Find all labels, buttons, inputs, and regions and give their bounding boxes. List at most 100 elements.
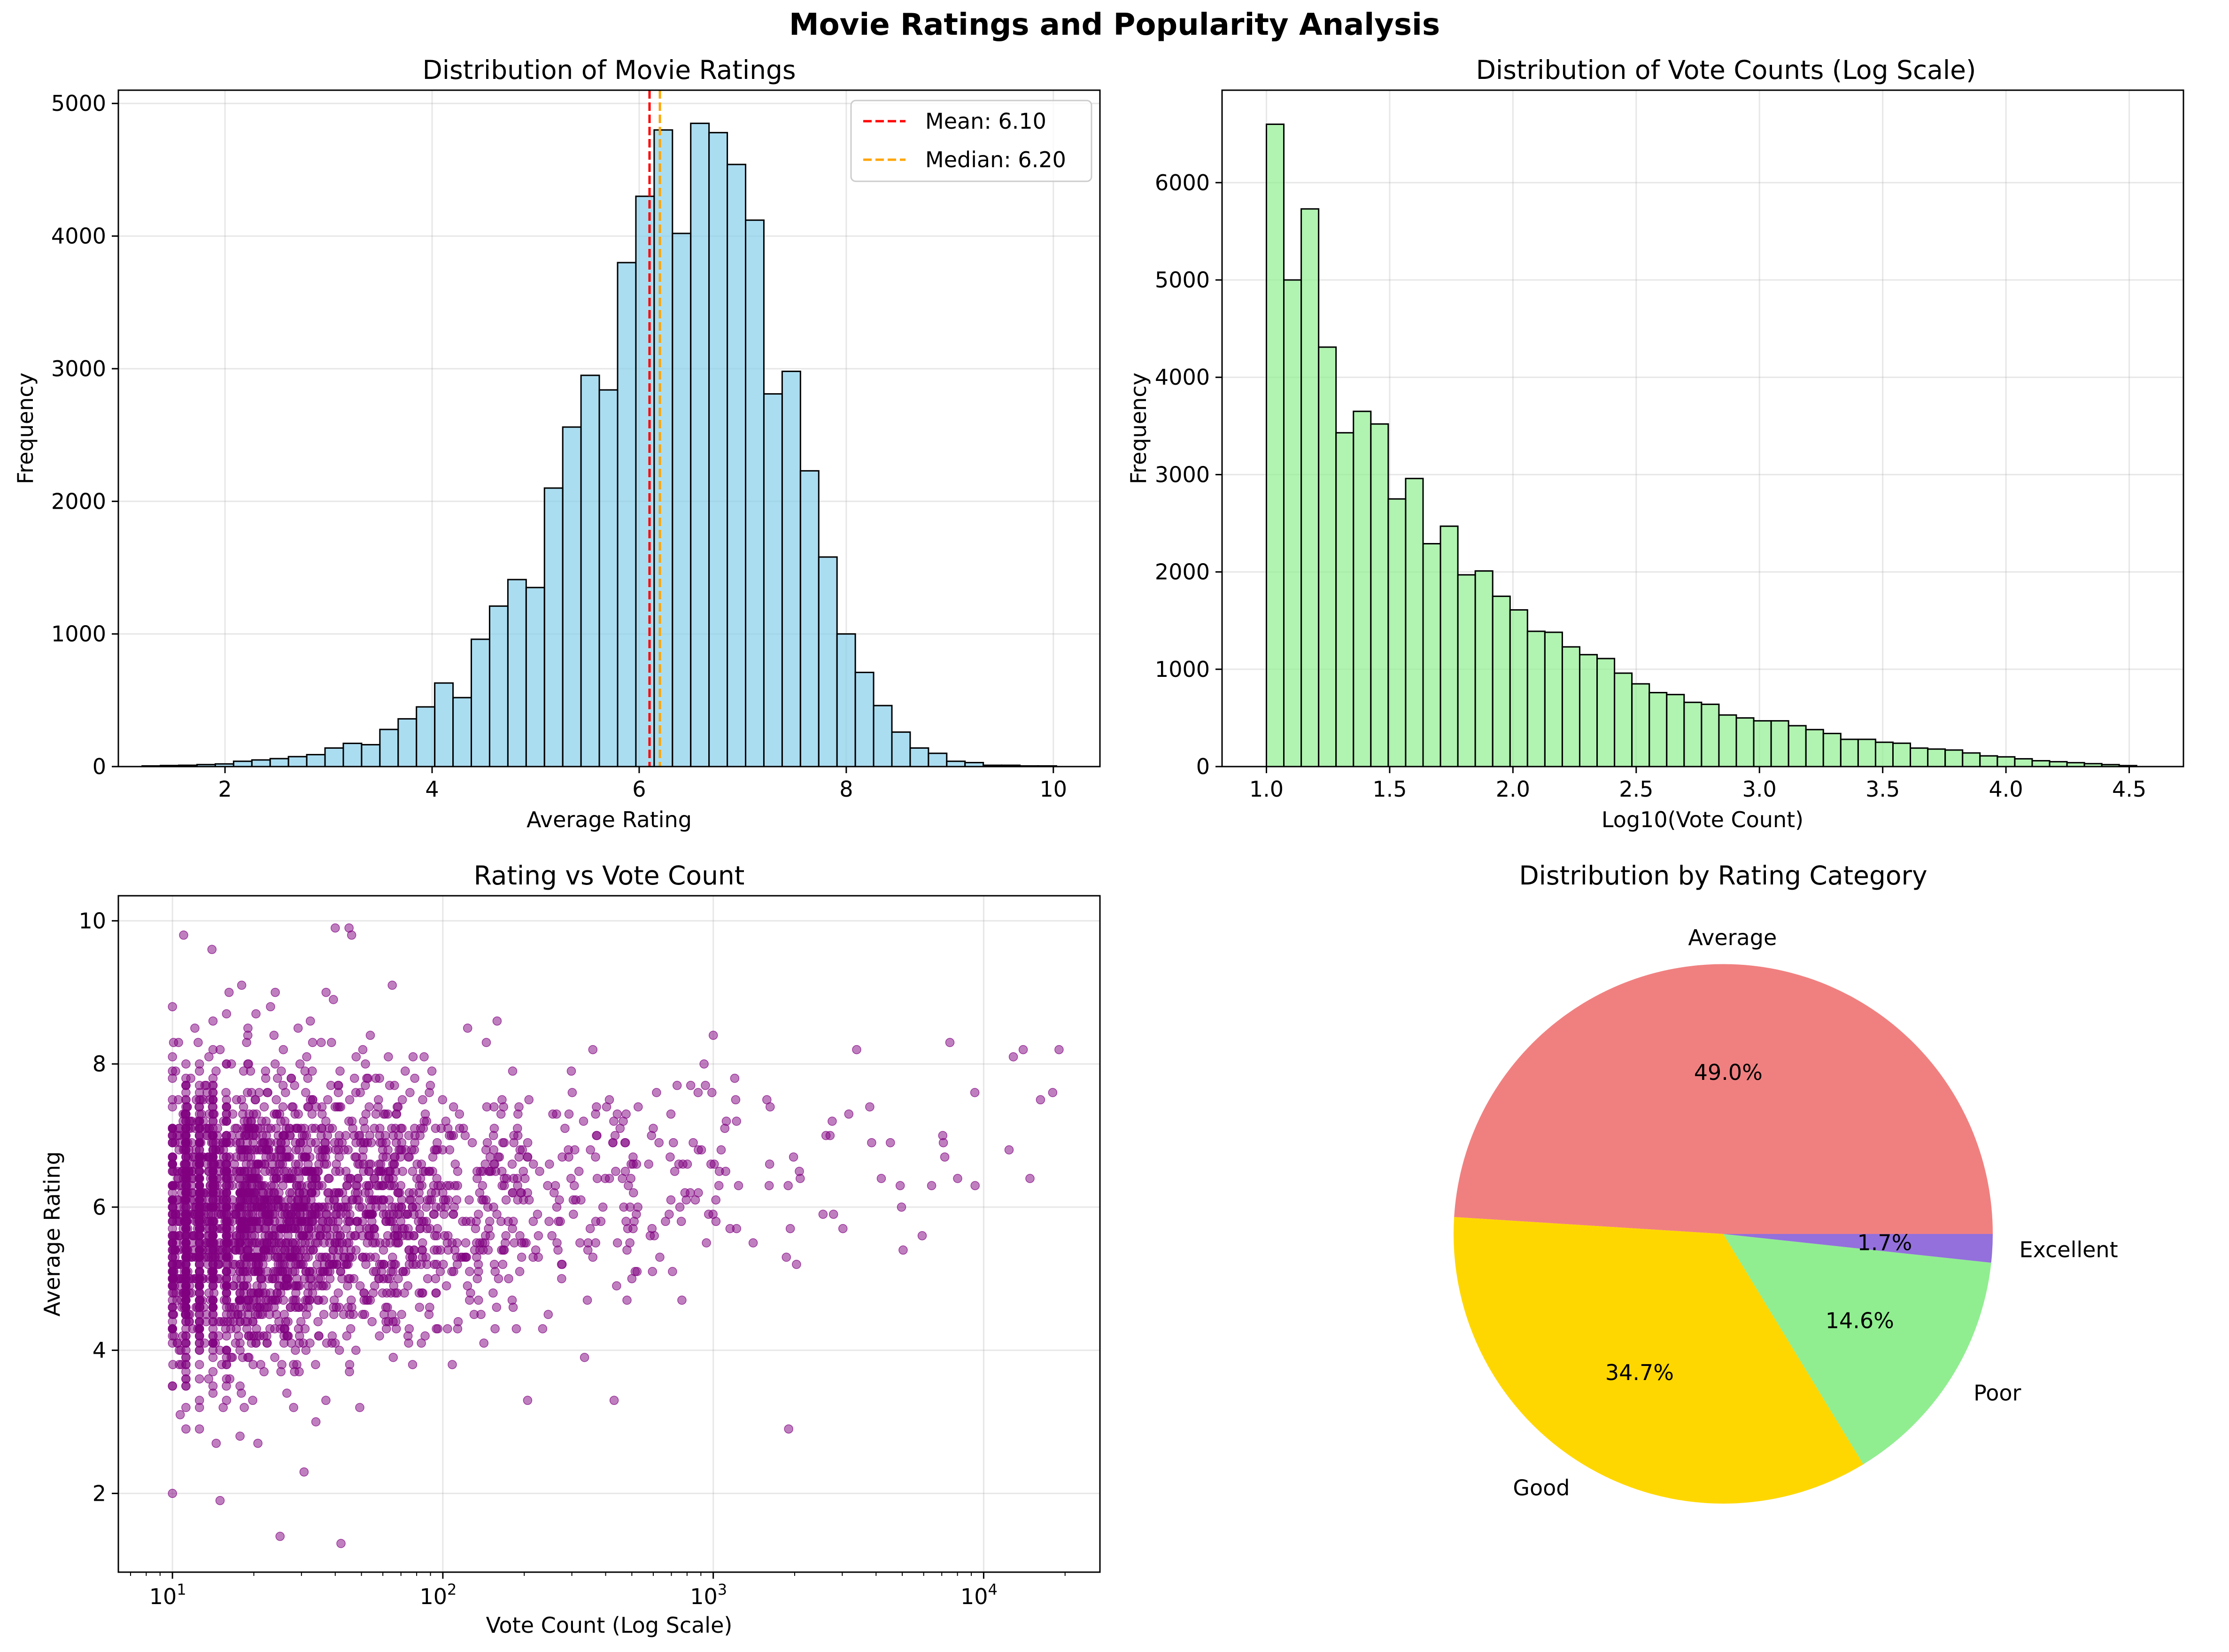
histogram-bar [1840,738,1859,768]
scatter-point [240,1403,249,1412]
scatter-point [235,1288,245,1298]
scatter-point [699,1059,709,1069]
scatter-point [711,1195,720,1205]
scatter-point [475,1238,485,1248]
scatter-point [509,1217,518,1226]
scatter-point [666,1109,676,1119]
scatter-point [428,1166,437,1176]
scatter-point [483,1202,493,1212]
scatter-point [230,1303,240,1312]
scatter-point [168,1324,177,1334]
scatter-point [404,1338,413,1348]
scatter-point [175,1260,185,1269]
scatter-point [316,1152,325,1162]
scatter-point [208,1188,218,1198]
scatter-point [194,1281,204,1291]
scatter-point [181,1403,191,1412]
scatter-point [384,1195,394,1205]
scatter-point [381,1217,391,1226]
scatter-point [171,1210,180,1219]
scatter-point [676,1217,686,1226]
votes-histogram-ylabel: Frequency [1126,372,1151,484]
scatter-point [649,1124,658,1133]
scatter-point [576,1195,586,1205]
scatter-axes-frame [117,895,1101,1573]
scatter-point [672,1081,682,1090]
scatter-point [523,1396,533,1405]
rating-histogram-xlabel: Average Rating [526,807,692,832]
scatter-point [970,1088,980,1097]
rating-histogram-title: Distribution of Movie Ratings [422,55,796,85]
scatter-point [476,1166,485,1176]
scatter-point [764,1181,774,1190]
scatter-point [1018,1045,1028,1055]
scatter-point [235,1317,245,1326]
scatter-point [716,1145,726,1155]
scatter-point [224,987,234,997]
scatter-point [257,1202,266,1212]
histogram-bar [1753,720,1772,768]
scatter-point [310,1202,320,1212]
scatter-point [180,1210,190,1219]
scatter-point [498,1260,508,1269]
scatter-point [449,1102,458,1112]
scatter-point [277,1360,286,1369]
scatter-point [335,1166,345,1176]
scatter-point [410,1145,419,1155]
scatter-point [359,1117,368,1126]
scatter-point [330,1102,340,1112]
scatter-point [927,1181,936,1190]
scatter-point [222,1353,232,1362]
histogram-bar [434,682,454,768]
scatter-point [441,1281,451,1291]
pie-category-label: Good [1513,1475,1570,1500]
scatter-point [785,1224,795,1233]
histogram-bar [781,371,801,768]
x-tick-label: 103 [690,1581,727,1609]
scatter-point [520,1174,530,1183]
scatter-point [305,1152,315,1162]
scatter-point [243,1024,253,1033]
histogram-bar [1770,720,1789,768]
scatter-point [666,1152,675,1162]
figure-title: Movie Ratings and Popularity Analysis [789,8,1440,42]
scatter-point [448,1360,457,1369]
histogram-bar [1718,714,1737,768]
histogram-bar [251,759,271,768]
scatter-point [173,1095,183,1105]
scatter-point [194,1345,204,1355]
scatter-point [394,1274,403,1283]
histogram-bar [1457,574,1476,768]
scatter-point [194,1374,204,1384]
pie-slices [1453,964,1993,1504]
scatter-point [367,1317,377,1326]
histogram-bar [1509,609,1528,768]
scatter-point [523,1138,533,1148]
scatter-point [181,1138,190,1148]
histogram-bar [1874,741,1894,768]
scatter-point [570,1145,580,1155]
histogram-bar [1631,683,1650,768]
scatter-point [690,1195,700,1205]
scatter-point [655,1252,665,1262]
histogram-bar [653,129,673,768]
scatter-point [168,1303,177,1312]
votes-histogram-bars [1265,124,2137,768]
scatter-point [374,1181,383,1190]
scatter-point [697,1145,706,1155]
x-tick-label: 3.5 [1865,776,1900,802]
scatter-point [496,1217,506,1226]
scatter-point [609,1396,619,1405]
scatter-point [634,1102,643,1112]
scatter-point [397,1095,407,1105]
scatter-point [322,1338,332,1348]
scatter-point [427,1066,437,1076]
scatter-point [482,1102,492,1112]
histogram-bar [1857,738,1876,768]
scatter-point [259,1367,269,1377]
scatter-point [185,1317,194,1326]
scatter-point [545,1159,554,1169]
histogram-bar [269,758,289,768]
scatter-point [1008,1052,1018,1062]
scatter-point [375,1138,385,1148]
